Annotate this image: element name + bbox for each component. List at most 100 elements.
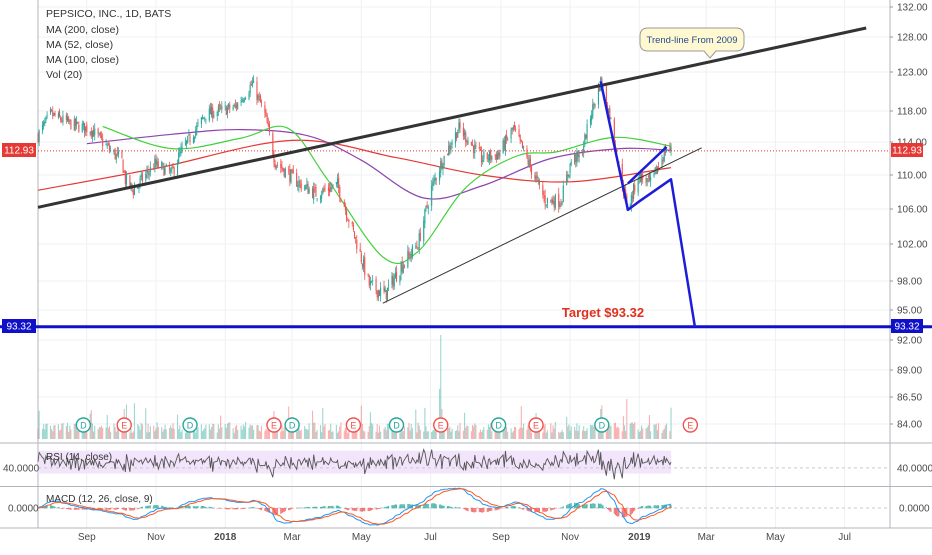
candle	[538, 177, 539, 185]
macd-histogram-bar	[555, 508, 556, 509]
candle	[433, 175, 434, 186]
candle	[220, 104, 221, 110]
candle	[408, 247, 409, 258]
candle-body	[43, 122, 44, 126]
macd-histogram-bar	[280, 508, 281, 514]
volume-bar	[567, 427, 568, 439]
x-tick-label: Nov	[147, 532, 165, 543]
candle	[244, 98, 245, 103]
candle	[378, 289, 379, 301]
macd-histogram-bar	[591, 504, 592, 509]
candle-body	[497, 154, 498, 160]
candle	[264, 101, 265, 118]
candle	[197, 119, 198, 127]
macd-histogram-bar	[539, 508, 540, 511]
candle-body	[282, 168, 283, 170]
y-tick-label: 102.00	[897, 240, 928, 251]
macd-histogram-bar	[649, 506, 650, 509]
candle	[570, 163, 571, 178]
macd-histogram-bar	[188, 505, 189, 508]
candle	[646, 175, 647, 187]
macd-histogram-bar	[650, 506, 651, 509]
volume-bar	[551, 432, 552, 439]
candle-body	[520, 135, 521, 141]
candle	[669, 142, 670, 153]
candle	[364, 253, 365, 280]
volume-bar	[107, 415, 108, 439]
macd-histogram-bar	[547, 508, 548, 511]
earnings-marker: E	[529, 418, 543, 432]
candle-body	[562, 202, 563, 204]
candle	[306, 178, 307, 190]
macd-histogram-bar	[394, 505, 395, 508]
candle-body	[205, 119, 206, 120]
candle-body	[77, 122, 78, 123]
macd-histogram-bar	[260, 508, 261, 510]
macd-histogram-bar	[399, 505, 400, 509]
macd-histogram-bar	[134, 508, 135, 510]
volume-bar	[523, 424, 524, 439]
volume-bar	[425, 426, 426, 439]
macd-histogram-bar	[189, 506, 190, 508]
volume-bar	[338, 431, 339, 439]
volume-bar	[379, 426, 380, 439]
macd-histogram-bar	[204, 506, 205, 508]
volume-bar	[242, 430, 243, 439]
candle-body	[259, 96, 260, 97]
macd-histogram-bar	[521, 508, 522, 509]
candle	[166, 163, 167, 167]
volume-bar	[457, 425, 458, 439]
candle	[194, 136, 195, 142]
candle-body	[44, 122, 45, 124]
candle-body	[320, 197, 321, 199]
candle-body	[447, 154, 448, 155]
candle-body	[566, 175, 567, 185]
candle	[354, 231, 355, 239]
candle-body	[411, 254, 412, 256]
candle	[145, 170, 146, 184]
macd-histogram-bar	[51, 505, 52, 508]
candle	[571, 159, 572, 166]
macd-histogram-bar	[473, 508, 474, 513]
candle	[415, 243, 416, 249]
macd-histogram-bar	[100, 508, 101, 509]
volume-bar	[252, 425, 253, 439]
rsi-tick-label: 40.0000	[897, 463, 932, 474]
candle	[442, 163, 443, 175]
volume-bar	[323, 426, 324, 439]
dividend-marker: D	[285, 418, 299, 432]
candle-body	[456, 132, 457, 138]
earnings-marker: E	[267, 418, 281, 432]
volume-bar	[195, 433, 196, 439]
macd-histogram-bar	[630, 508, 631, 516]
volume-bar	[431, 432, 432, 439]
macd-histogram-bar	[371, 508, 372, 510]
volume-bar	[108, 428, 109, 439]
volume-bar	[665, 425, 666, 439]
candle-body	[209, 109, 210, 121]
volume-bar	[528, 425, 529, 439]
candle	[217, 111, 218, 121]
candle-body	[669, 147, 670, 150]
volume-bar	[464, 413, 465, 439]
candle-body	[331, 187, 332, 188]
candle	[488, 154, 489, 163]
candle-body	[321, 195, 322, 198]
candle-body	[117, 152, 118, 153]
candle	[290, 169, 291, 184]
candle-body	[234, 105, 235, 107]
candle	[331, 183, 332, 193]
candle	[391, 272, 392, 289]
candle-body	[261, 102, 262, 103]
macd-histogram-bar	[52, 506, 53, 508]
volume-bar	[229, 422, 230, 439]
macd-histogram-bar	[221, 508, 222, 509]
candle-body	[154, 159, 155, 168]
macd-histogram-bar	[331, 506, 332, 508]
macd-histogram-bar	[78, 508, 79, 510]
macd-histogram-bar	[289, 508, 290, 510]
volume-bar	[656, 424, 657, 439]
volume-bar	[661, 433, 662, 439]
candle-body	[474, 145, 475, 154]
volume-bar	[261, 426, 262, 439]
